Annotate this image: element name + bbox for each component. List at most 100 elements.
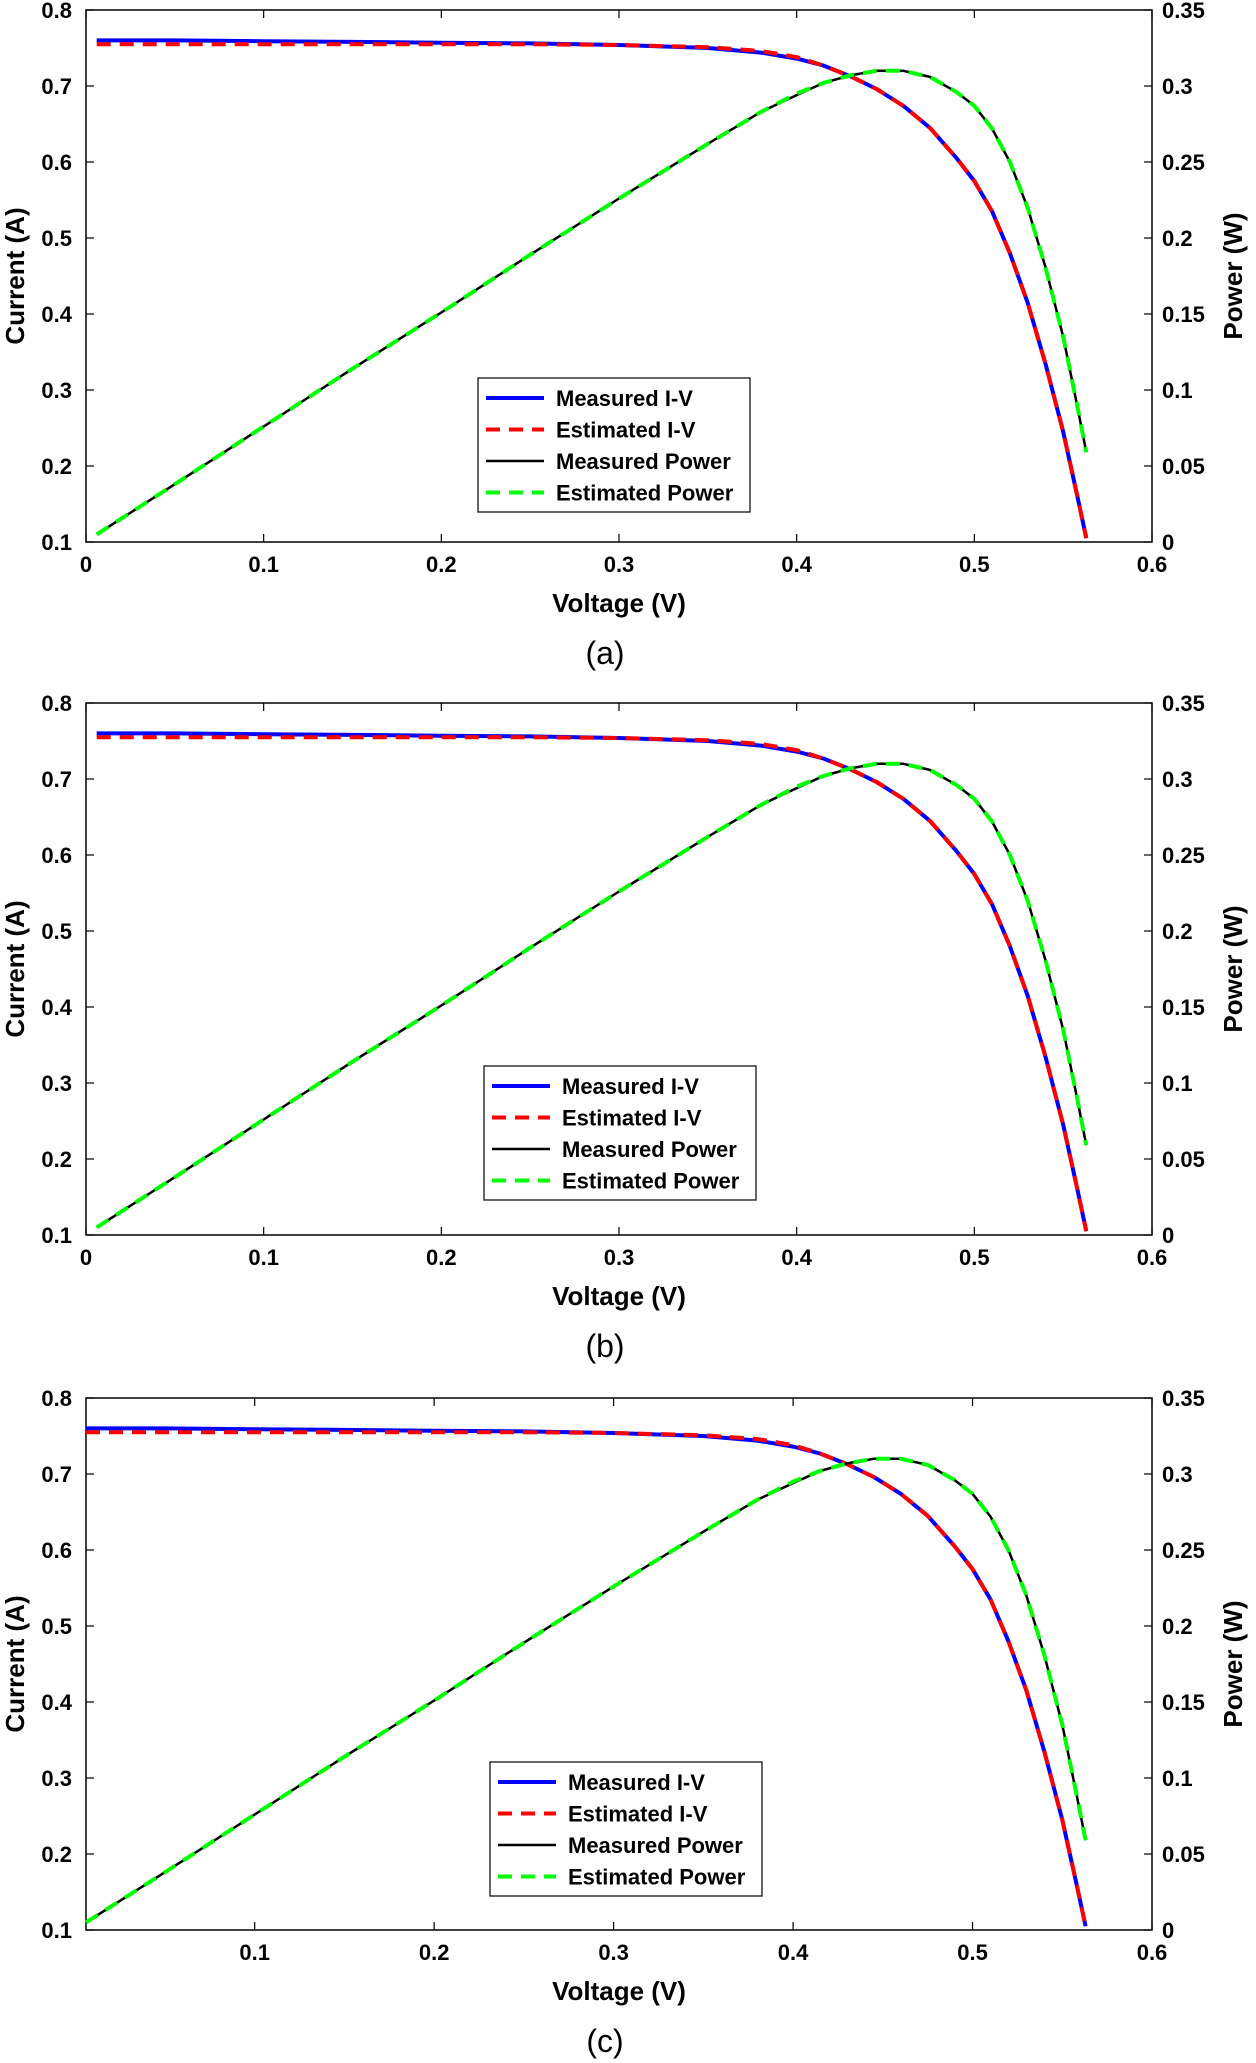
panel-caption: (b) — [585, 1328, 624, 1364]
y2-tick-label: 0.35 — [1162, 1386, 1205, 1411]
legend-label: Measured I-V — [568, 1770, 705, 1795]
y2-tick-label: 0.2 — [1162, 919, 1193, 944]
y2-tick-label: 0.3 — [1162, 767, 1193, 792]
x-tick-label: 0.6 — [1137, 1940, 1168, 1965]
x-axis-label: Voltage (V) — [552, 1281, 686, 1311]
y2-tick-label: 0 — [1162, 530, 1174, 555]
x-tick-label: 0.5 — [959, 1245, 990, 1270]
x-tick-label: 0.1 — [248, 1245, 279, 1270]
legend-label: Measured I-V — [562, 1074, 699, 1099]
x-tick-label: 0.2 — [419, 1940, 450, 1965]
x-tick-label: 0 — [80, 552, 92, 577]
y2-tick-label: 0 — [1162, 1223, 1174, 1248]
y2-tick-label: 0.35 — [1162, 0, 1205, 23]
legend: Measured I-V Estimated I-V Measured Power E… — [483, 1065, 757, 1201]
x-tick-label: 0 — [80, 1245, 92, 1270]
y-tick-label: 0.7 — [41, 74, 72, 99]
y-tick-label: 0.8 — [41, 0, 72, 23]
y2-tick-label: 0.3 — [1162, 1462, 1193, 1487]
x-tick-label: 0.3 — [598, 1940, 629, 1965]
chart-panel-b: 0 0.1 0.2 0.3 0.4 0.5 0.6 0.1 0.2 0.3 0.4 0.5 0.6 0.7… — [0, 691, 1248, 1364]
legend: Measured I-V Estimated I-V Measured Power E… — [489, 1761, 763, 1897]
y2-tick-label: 0.1 — [1162, 378, 1193, 403]
y2-tick-label: 0.3 — [1162, 74, 1193, 99]
legend-label: Measured Power — [556, 449, 731, 474]
series-line-estimated-i-v — [96, 42, 1089, 539]
y-tick-label: 0.3 — [41, 1766, 72, 1791]
y2-tick-label: 0.05 — [1162, 1147, 1205, 1172]
legend-label: Measured I-V — [556, 386, 693, 411]
x-tick-label: 0.1 — [248, 552, 279, 577]
y2-tick-label: 0.2 — [1162, 1614, 1193, 1639]
y2-tick-label: 0.25 — [1162, 1538, 1205, 1563]
legend: Measured I-V Estimated I-V Measured Power E… — [477, 377, 751, 513]
series-line-estimated-i-v — [96, 735, 1089, 1232]
x-tick-label: 0.1 — [239, 1940, 270, 1965]
y-tick-label: 0.5 — [41, 226, 72, 251]
y2-axis-label: Power (W) — [1218, 905, 1248, 1032]
legend-label: Measured Power — [562, 1137, 737, 1162]
panel-caption: (c) — [586, 2023, 623, 2059]
y2-axis-label: Power (W) — [1218, 1600, 1248, 1727]
y-tick-label: 0.2 — [41, 1147, 72, 1172]
y2-tick-label: 0.35 — [1162, 691, 1205, 716]
x-tick-label: 0.6 — [1137, 1245, 1168, 1270]
y-tick-label: 0.4 — [41, 302, 72, 327]
y2-tick-label: 0 — [1162, 1918, 1174, 1943]
y-tick-label: 0.5 — [41, 1614, 72, 1639]
series-line-estimated-power — [95, 68, 1089, 537]
y2-tick-label: 0.15 — [1162, 302, 1205, 327]
y2-tick-label: 0.25 — [1162, 150, 1205, 175]
y-tick-label: 0.7 — [41, 767, 72, 792]
y-axis-label: Current (A) — [0, 900, 30, 1037]
legend-box — [489, 1761, 763, 1897]
x-tick-label: 0.5 — [959, 552, 990, 577]
chart-panel-c: 0.1 0.2 0.3 0.4 0.5 0.6 0.1 0.2 0.3 0.4 0.5 0.6 0.7 0… — [0, 1386, 1248, 2059]
chart-panel-a: 0 0.1 0.2 0.3 0.4 0.5 0.6 0.1 0.2 0.3 0.4 0.5 0.6 0.7… — [0, 0, 1248, 671]
y2-tick-label: 0.05 — [1162, 454, 1205, 479]
x-tick-label: 0.3 — [604, 552, 635, 577]
y2-tick-label: 0.25 — [1162, 843, 1205, 868]
legend-box — [483, 1065, 757, 1201]
y-tick-label: 0.5 — [41, 919, 72, 944]
x-tick-label: 0.6 — [1137, 552, 1168, 577]
x-tick-label: 0.4 — [781, 552, 812, 577]
y2-tick-label: 0.05 — [1162, 1842, 1205, 1867]
y-tick-label: 0.2 — [41, 1842, 72, 1867]
y-tick-label: 0.8 — [41, 1386, 72, 1411]
y-tick-label: 0.4 — [41, 1690, 72, 1715]
x-tick-label: 0.3 — [604, 1245, 635, 1270]
y-axis-label: Current (A) — [0, 1595, 30, 1732]
series-line-estimated-power — [84, 1456, 1088, 1925]
y-tick-label: 0.1 — [41, 1223, 72, 1248]
y-tick-label: 0.1 — [41, 1918, 72, 1943]
y-tick-label: 0.3 — [41, 378, 72, 403]
legend-label: Estimated I-V — [568, 1802, 708, 1827]
series-line-estimated-power — [95, 761, 1089, 1230]
legend-label: Estimated Power — [568, 1865, 746, 1890]
x-tick-label: 0.5 — [957, 1940, 988, 1965]
y-tick-label: 0.4 — [41, 995, 72, 1020]
x-tick-label: 0.2 — [426, 552, 457, 577]
x-axis-label: Voltage (V) — [552, 1976, 686, 2006]
y-tick-label: 0.8 — [41, 691, 72, 716]
y2-tick-label: 0.15 — [1162, 1690, 1205, 1715]
legend-label: Measured Power — [568, 1833, 743, 1858]
y-tick-label: 0.2 — [41, 454, 72, 479]
legend-label: Estimated Power — [556, 481, 734, 506]
panel-caption: (a) — [585, 635, 624, 671]
legend-label: Estimated Power — [562, 1169, 740, 1194]
x-axis-label: Voltage (V) — [552, 588, 686, 618]
x-tick-label: 0.4 — [781, 1245, 812, 1270]
x-tick-label: 0.2 — [426, 1245, 457, 1270]
y2-axis-label: Power (W) — [1218, 212, 1248, 339]
y-tick-label: 0.6 — [41, 1538, 72, 1563]
y-tick-label: 0.1 — [41, 530, 72, 555]
y-tick-label: 0.3 — [41, 1071, 72, 1096]
legend-label: Estimated I-V — [562, 1106, 702, 1131]
series-line-estimated-i-v — [86, 1430, 1088, 1927]
y2-tick-label: 0.15 — [1162, 995, 1205, 1020]
y2-tick-label: 0.1 — [1162, 1071, 1193, 1096]
